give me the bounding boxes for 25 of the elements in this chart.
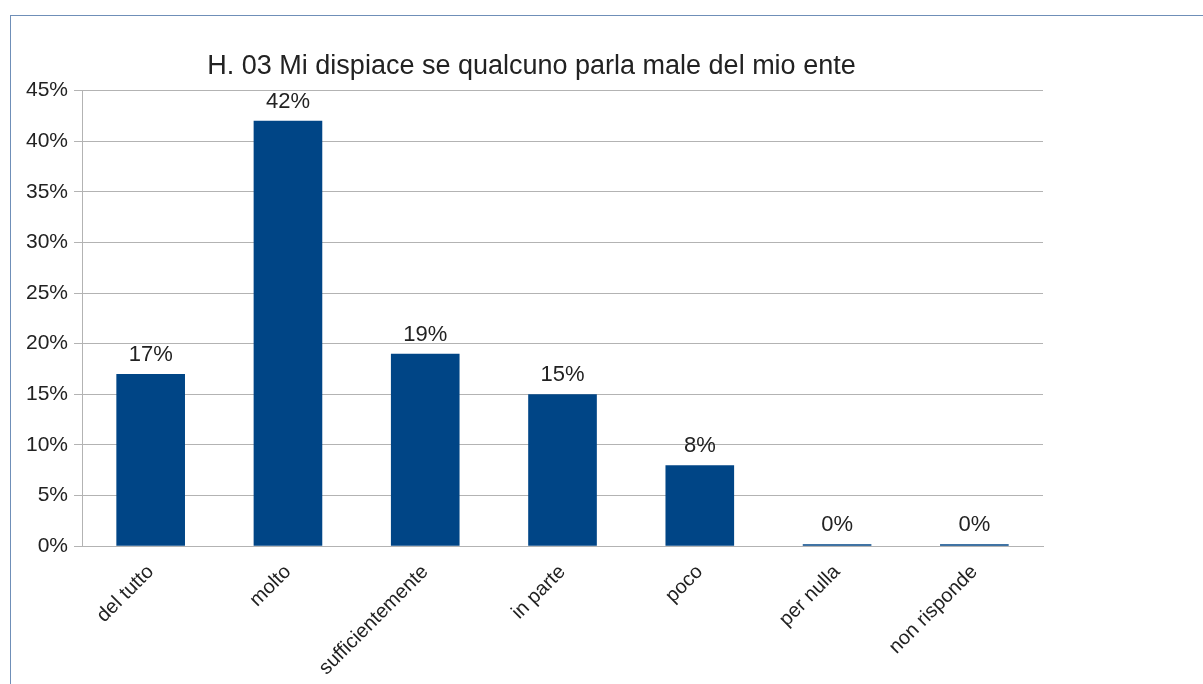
data-label: 15% — [540, 361, 585, 387]
y-tick-label: 5% — [37, 482, 69, 506]
y-tick-label: 0% — [37, 533, 69, 557]
y-tick-label: 25% — [26, 279, 69, 303]
y-tick-label: 20% — [26, 330, 69, 354]
x-tick-label: del tutto — [91, 559, 158, 626]
y-tick-label: 30% — [26, 229, 69, 253]
data-label: 42% — [265, 87, 310, 113]
bar — [116, 374, 185, 546]
data-label: 19% — [403, 320, 448, 346]
data-label: 0% — [958, 511, 991, 537]
y-tick-label: 45% — [26, 77, 69, 101]
y-tick-label: 10% — [26, 431, 69, 455]
chart-title: H. 03 Mi dispiace se qualcuno parla male del mio ente — [207, 49, 856, 80]
data-label: 0% — [821, 511, 853, 537]
bar — [253, 120, 323, 546]
bar — [528, 394, 597, 546]
x-tick-label: per nulla — [774, 559, 845, 630]
bar — [390, 353, 460, 546]
data-label: 17% — [128, 341, 173, 367]
y-tick-label: 35% — [26, 178, 69, 202]
bar — [665, 465, 735, 546]
data-label: 8% — [683, 432, 716, 458]
y-tick-label: 40% — [26, 127, 69, 151]
y-tick-label: 15% — [26, 381, 69, 405]
